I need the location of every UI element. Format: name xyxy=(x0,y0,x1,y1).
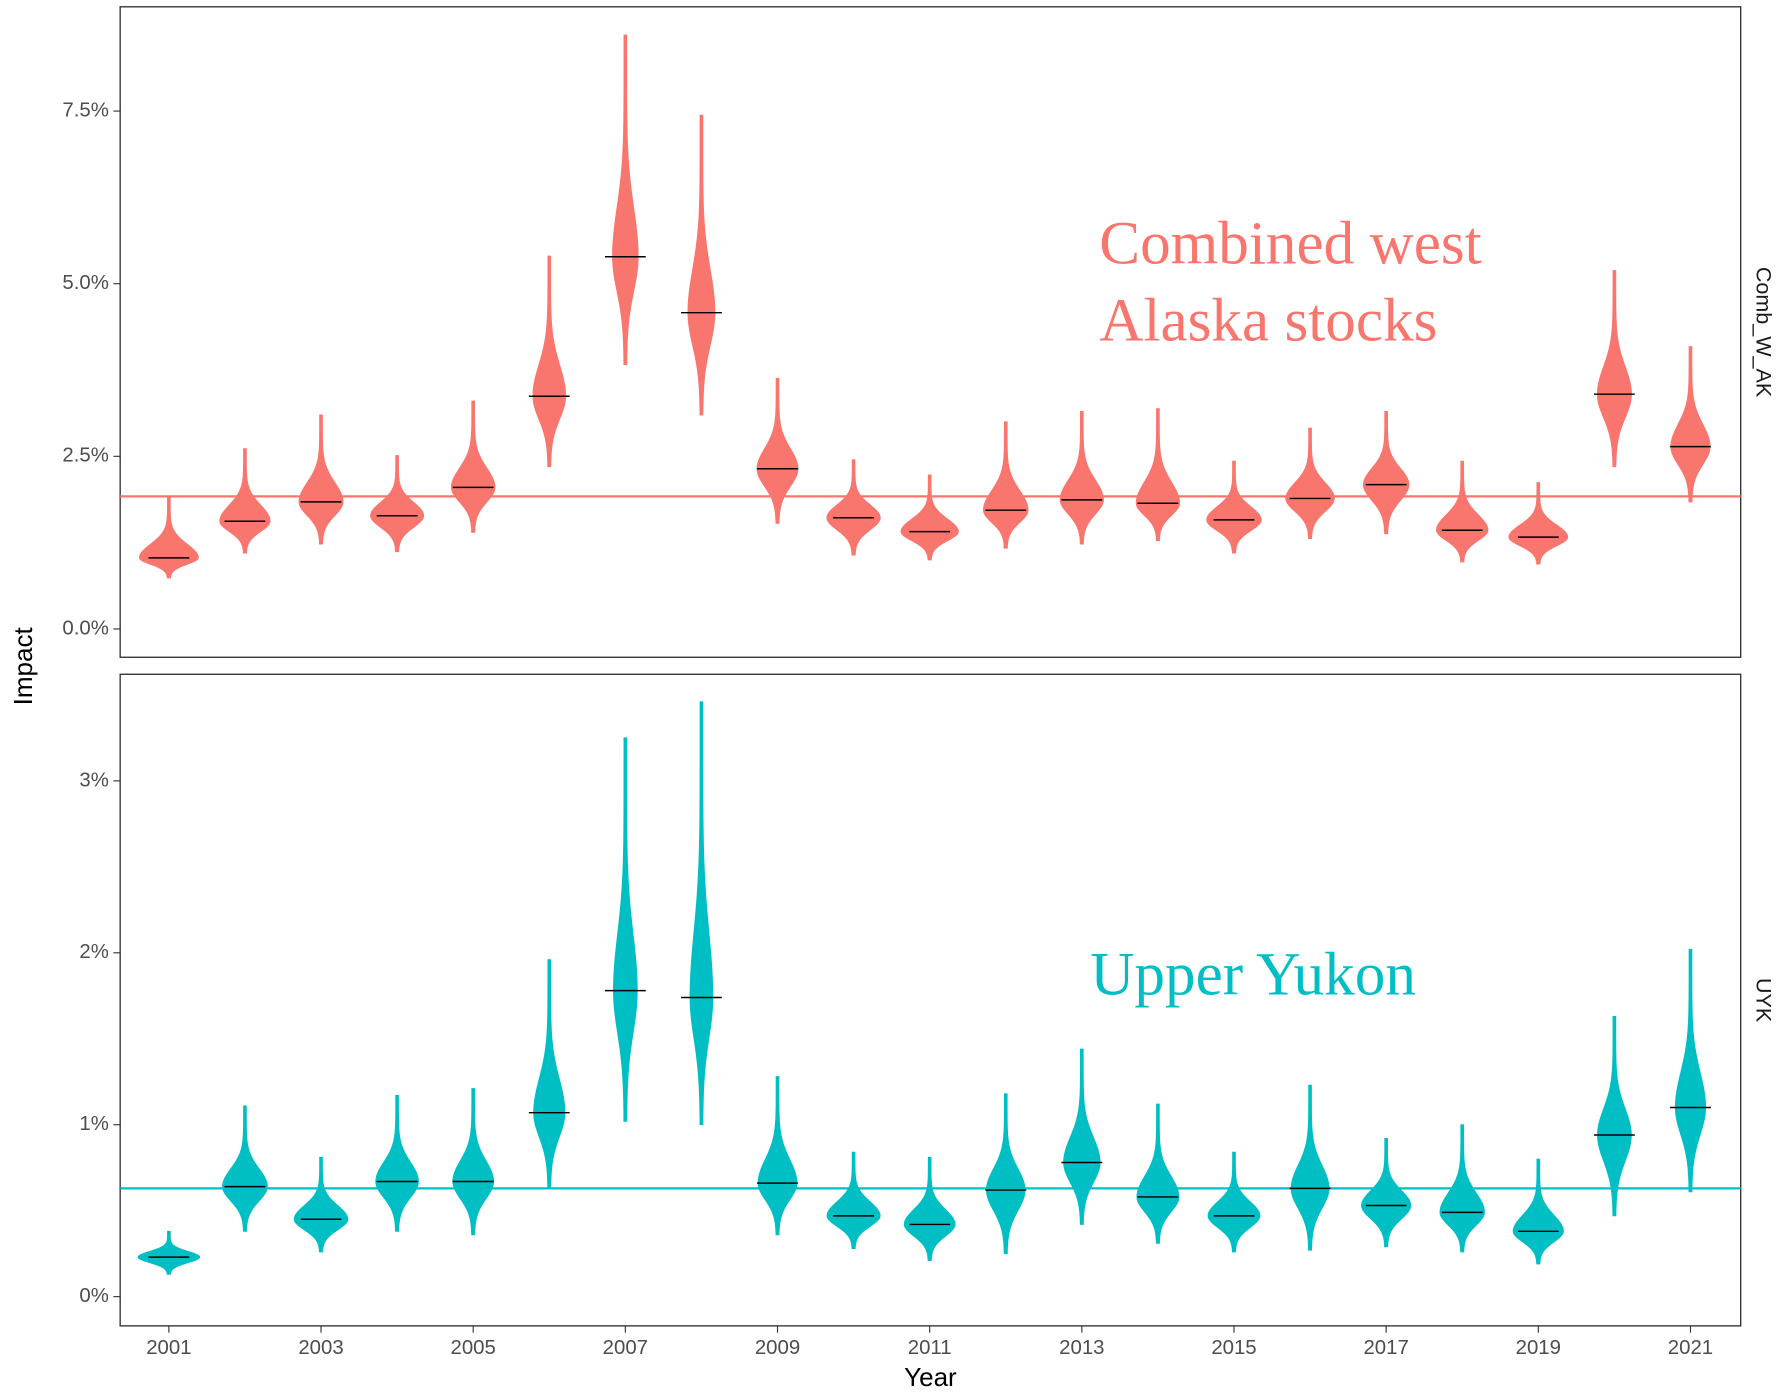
violin xyxy=(298,414,344,545)
x-tick-label: 2013 xyxy=(1059,1337,1104,1359)
violin xyxy=(687,114,716,416)
x-tick-label: 2015 xyxy=(1211,1337,1256,1359)
violin xyxy=(985,1093,1026,1255)
violin xyxy=(1439,1124,1485,1253)
violin xyxy=(1512,1158,1564,1265)
violin xyxy=(689,701,714,1126)
panel-label: Comb_W_AK xyxy=(1752,267,1776,398)
violin xyxy=(756,377,799,524)
violin xyxy=(1436,460,1489,563)
x-tick-label: 2009 xyxy=(755,1337,800,1359)
y-tick-label: 5.0% xyxy=(62,272,108,294)
violin xyxy=(1135,408,1181,542)
violin xyxy=(1207,1151,1261,1253)
y-tick-label: 1% xyxy=(79,1113,108,1135)
violin xyxy=(532,255,567,468)
violin xyxy=(826,459,881,556)
violin xyxy=(1597,1015,1632,1217)
violin xyxy=(612,34,639,365)
violin xyxy=(1206,460,1262,554)
violin xyxy=(613,737,638,1122)
violin xyxy=(1290,1084,1330,1251)
y-tick-label: 0% xyxy=(79,1285,108,1307)
violin xyxy=(450,400,496,533)
violin xyxy=(1596,270,1632,468)
violin xyxy=(1063,1048,1101,1225)
x-tick-label: 2019 xyxy=(1516,1337,1561,1359)
y-axis-title: Impact xyxy=(8,626,38,705)
y-tick-label: 3% xyxy=(79,769,108,791)
violin xyxy=(137,1230,201,1275)
y-tick-label: 0.0% xyxy=(62,617,108,639)
y-tick-label: 2% xyxy=(79,941,108,963)
violin xyxy=(900,474,959,561)
violin xyxy=(452,1088,495,1236)
annotation: Combined west xyxy=(1099,209,1481,277)
y-tick-label: 7.5% xyxy=(62,99,108,121)
violin xyxy=(370,455,425,553)
x-axis-title: Year xyxy=(904,1362,957,1392)
violin xyxy=(293,1156,349,1253)
violin xyxy=(533,959,566,1189)
violin xyxy=(1670,346,1711,503)
violin xyxy=(982,421,1029,549)
y-tick-label: 2.5% xyxy=(62,445,108,467)
x-tick-label: 2001 xyxy=(146,1337,191,1359)
violin xyxy=(219,448,271,554)
panel-border xyxy=(119,673,1742,1327)
panel-label: UYK xyxy=(1752,978,1776,1023)
violin xyxy=(757,1076,798,1236)
violin xyxy=(375,1095,419,1232)
annotation: Alaska stocks xyxy=(1099,286,1437,354)
x-tick-label: 2021 xyxy=(1668,1337,1713,1359)
violin xyxy=(1361,1138,1412,1248)
violin xyxy=(1508,482,1569,565)
violin xyxy=(1059,410,1104,545)
x-tick-label: 2005 xyxy=(451,1337,496,1359)
violin xyxy=(1285,427,1335,539)
x-tick-label: 2003 xyxy=(298,1337,343,1359)
violin xyxy=(826,1151,881,1249)
x-tick-label: 2011 xyxy=(908,1337,952,1359)
annotation: Upper Yukon xyxy=(1090,940,1416,1008)
x-tick-label: 2007 xyxy=(603,1337,648,1359)
violin xyxy=(222,1105,268,1232)
violin xyxy=(903,1156,956,1261)
violin xyxy=(138,495,199,579)
violin xyxy=(1362,410,1410,535)
violin xyxy=(1136,1103,1180,1244)
panel-border xyxy=(119,6,1742,658)
violin xyxy=(1674,948,1707,1193)
x-tick-label: 2017 xyxy=(1363,1337,1408,1359)
